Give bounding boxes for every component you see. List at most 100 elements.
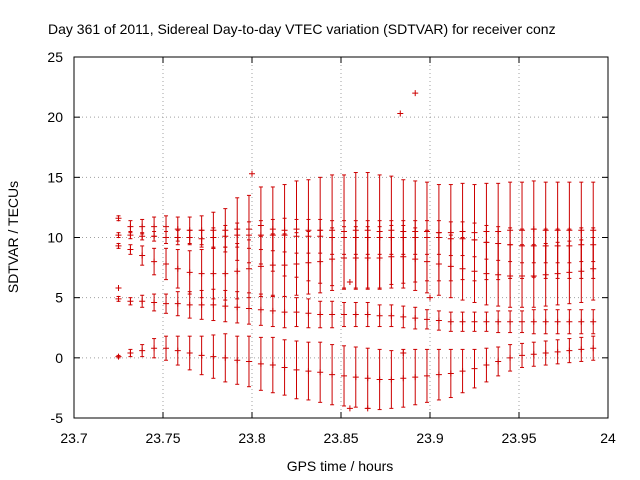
data-point [257, 360, 264, 367]
data-point [423, 258, 430, 265]
data-point [400, 313, 407, 320]
data-point [483, 270, 490, 277]
data-point [590, 318, 597, 325]
data-point [222, 354, 229, 361]
data-point [397, 110, 404, 117]
data-point [198, 235, 205, 242]
data-point [281, 309, 288, 316]
series-outliers [115, 90, 433, 412]
data-point [566, 269, 573, 276]
data-point [139, 223, 146, 230]
data-point [245, 232, 252, 239]
data-point [329, 256, 336, 263]
data-point [542, 271, 549, 278]
x-tick-label: 23.95 [501, 430, 536, 446]
data-point [483, 362, 490, 369]
data-point [245, 265, 252, 272]
data-point [115, 353, 122, 360]
data-point [127, 298, 134, 305]
data-point [352, 374, 359, 381]
y-tick-label: 20 [47, 109, 63, 125]
data-point [495, 358, 502, 365]
data-point [139, 233, 146, 240]
y-tick-label: -5 [51, 410, 64, 426]
data-point [566, 347, 573, 354]
data-point [317, 369, 324, 376]
data-point [530, 318, 537, 325]
data-point [317, 258, 324, 265]
data-point [257, 263, 264, 270]
data-point [388, 376, 395, 383]
data-point [174, 234, 181, 241]
y-tick-labels: -5 0 5 10 15 20 25 [47, 49, 63, 426]
data-point [234, 357, 241, 364]
data-point [376, 312, 383, 319]
data-point [341, 372, 348, 379]
data-point [186, 234, 193, 241]
data-point [471, 318, 478, 325]
data-point [554, 348, 561, 355]
data-point [388, 312, 395, 319]
data-point [427, 294, 433, 301]
data-point [483, 318, 490, 325]
data-point [400, 253, 407, 260]
data-point [447, 263, 454, 270]
data-point [305, 259, 312, 266]
data-point [364, 405, 371, 412]
data-point [186, 350, 193, 357]
data-point [127, 232, 134, 239]
data-point [210, 270, 217, 277]
plot-frame [73, 56, 609, 419]
data-point [507, 273, 514, 280]
data-point [127, 350, 134, 357]
data-point [423, 372, 430, 379]
data-point [329, 371, 336, 378]
data-point [471, 268, 478, 275]
data-point [293, 260, 300, 267]
data-point [341, 311, 348, 318]
data-point [234, 304, 241, 311]
data-point [115, 215, 122, 222]
data-point [495, 318, 502, 325]
data-point [507, 318, 514, 325]
data-point [519, 273, 526, 280]
data-point [269, 307, 276, 314]
data-point [115, 242, 122, 249]
data-point [364, 311, 371, 318]
data-point [447, 318, 454, 325]
data-point [293, 309, 300, 316]
data-point [127, 246, 134, 253]
series-level-0 [115, 333, 597, 411]
data-point [435, 317, 442, 324]
data-point [174, 347, 181, 354]
chart-title: Day 361 of 2011, Sidereal Day-to-day VTE… [48, 21, 556, 37]
y-tick-label: 10 [47, 230, 63, 246]
data-point [139, 298, 146, 305]
data-point [388, 253, 395, 260]
data-point [471, 365, 478, 372]
data-point [151, 233, 158, 240]
data-point [530, 273, 537, 280]
y-tick-label: 25 [47, 49, 63, 65]
data-point [210, 301, 217, 308]
data-point [554, 270, 561, 277]
data-point [163, 345, 170, 352]
data-point [435, 260, 442, 267]
data-point [376, 376, 383, 383]
data-point [412, 315, 419, 322]
series-layer [115, 90, 597, 412]
data-point [139, 347, 146, 354]
x-axis-label: GPS time / hours [287, 458, 394, 474]
y-axis-label: SDTVAR / TECUs [5, 181, 21, 293]
data-point [435, 371, 442, 378]
data-point [305, 310, 312, 317]
data-point [447, 370, 454, 377]
data-point [317, 311, 324, 318]
data-point [329, 311, 336, 318]
x-tick-label: 24 [600, 430, 616, 446]
data-point [281, 262, 288, 269]
data-point [364, 375, 371, 382]
data-point [542, 350, 549, 357]
data-point [151, 299, 158, 306]
data-point [400, 350, 407, 357]
